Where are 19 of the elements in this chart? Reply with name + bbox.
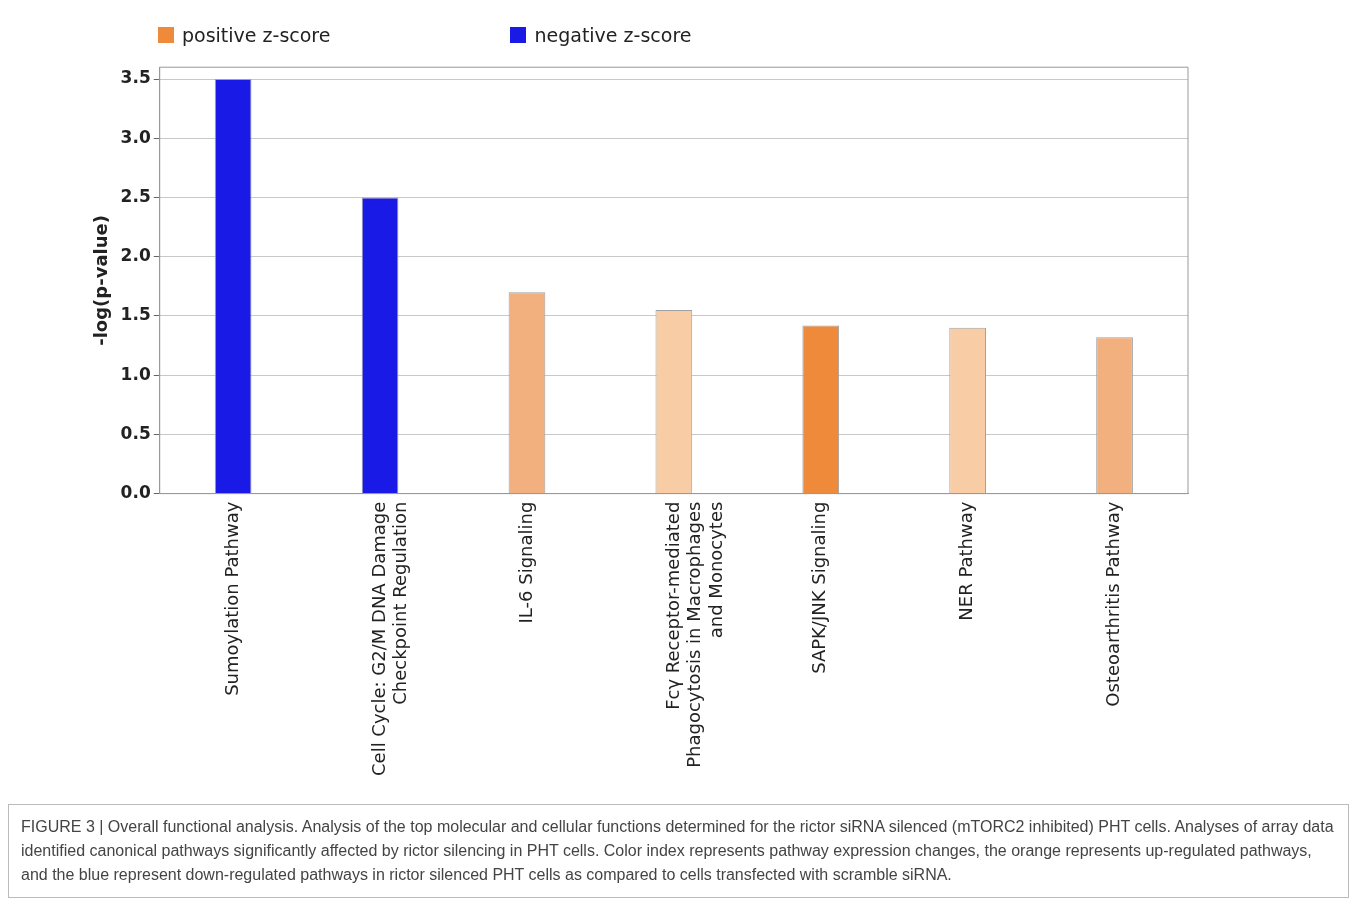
- x-tick-label: Cell Cycle: G2/M DNA Damage Checkpoint Regulation: [367, 501, 411, 777]
- x-tick-label: NER Pathway: [955, 501, 977, 621]
- legend-label: negative z-score: [534, 24, 692, 46]
- y-axis-title: -log(p-value): [90, 215, 112, 346]
- x-tick-label: IL-6 Signaling: [514, 501, 536, 624]
- x-tick-label: Fcγ Receptor-mediated Phagocytosis in Macrophages and Monocytes: [661, 501, 726, 768]
- y-tick-label: 1.0: [120, 363, 151, 384]
- y-tick-label: 3.0: [120, 126, 151, 147]
- x-tick-label: Sumoylation Pathway: [220, 501, 242, 696]
- x-tick-label: Osteoarthritis Pathway: [1102, 501, 1124, 707]
- caption: FIGURE 3 | Overall functional analysis. Analysis of the top molecular and cellular functions determined for the rictor siRNA silenced (mTORC2 inhibited) PHT cells. Analyses of array data identified canonical pathways significantly affected by rictor silencing in PHT cells. Color index represents pathway expression changes, the orange represents up-regulated pathways, and the blue represent down-regulated pathways in rictor silenced PHT cells as compared to cells transfected with scramble siRNA.: [8, 804, 1349, 898]
- y-tick-label: 2.0: [120, 245, 151, 266]
- x-tick-label: SAPK/JNK Signaling: [808, 501, 830, 674]
- y-tick-label: 3.5: [120, 67, 151, 88]
- y-tick-label: 1.5: [120, 304, 151, 325]
- legend-label: positive z-score: [182, 24, 331, 46]
- y-tick-label: 0.0: [120, 482, 151, 503]
- y-tick-label: 2.5: [120, 185, 151, 206]
- y-tick-label: 0.5: [120, 422, 151, 443]
